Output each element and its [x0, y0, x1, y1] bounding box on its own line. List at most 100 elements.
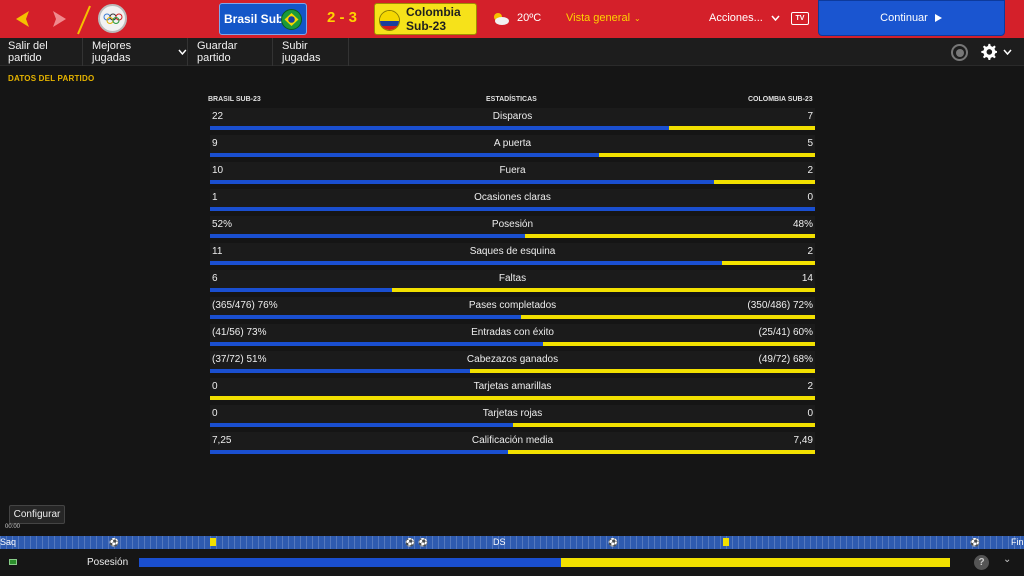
stat-away-fill — [668, 126, 815, 130]
stat-row: 22 Disparos 7 — [210, 106, 815, 133]
stat-away-fill — [524, 234, 815, 238]
tv-icon[interactable]: TV — [791, 12, 809, 25]
stat-away-value: 2 — [807, 165, 813, 176]
goal-event-icon[interactable]: ⚽ — [608, 538, 618, 547]
yellow-card-event-icon[interactable] — [723, 538, 729, 546]
save-match-label: Guardar partido — [197, 40, 238, 64]
best-plays-dropdown[interactable]: Mejores jugadas — [84, 38, 188, 66]
match-time: 00:00 — [5, 524, 21, 530]
back-arrow-icon[interactable] — [12, 9, 34, 29]
stat-comparison-bar — [210, 207, 815, 211]
stat-home-value: 9 — [212, 138, 218, 149]
stat-home-fill — [210, 288, 392, 292]
stat-away-fill — [210, 396, 815, 400]
yellow-card-event-icon[interactable] — [210, 538, 216, 546]
view-dropdown[interactable]: Vista general ⌄ — [566, 12, 641, 24]
stat-home-fill — [210, 180, 714, 184]
divider-slash-icon — [77, 5, 91, 35]
stat-label: Calificación media — [471, 435, 554, 446]
stat-away-value: (350/486) 72% — [747, 300, 813, 311]
stat-home-value: (41/56) 73% — [212, 327, 267, 338]
timeline-halftime-label: DS — [493, 537, 506, 547]
stat-away-value: 7 — [807, 111, 813, 122]
stat-row-background — [210, 243, 815, 261]
stat-away-value: 0 — [807, 192, 813, 203]
stat-home-fill — [210, 153, 599, 157]
timeline-end-label: Fin — [1011, 537, 1024, 547]
stat-away-value: 48% — [792, 219, 813, 230]
stat-row-background — [210, 162, 815, 180]
stat-away-fill — [599, 153, 815, 157]
stat-label: Entradas con éxito — [471, 327, 554, 338]
help-icon[interactable]: ? — [974, 555, 989, 570]
stat-comparison-bar — [210, 423, 815, 427]
stat-home-value: 6 — [212, 273, 218, 284]
stat-home-value: 1 — [212, 192, 218, 203]
stat-row: 1 Ocasiones claras 0 — [210, 187, 815, 214]
stat-row: 11 Saques de esquina 2 — [210, 241, 815, 268]
chevron-down-icon[interactable]: ⌄ — [1003, 554, 1012, 565]
stat-home-value: 10 — [212, 165, 224, 176]
stat-home-value: 22 — [212, 111, 224, 122]
view-dropdown-label: Vista general — [566, 12, 631, 24]
stat-away-value: 7,49 — [793, 435, 813, 446]
stats-header-title: ESTADÍSTICAS — [486, 96, 537, 103]
home-team-button[interactable]: Brasil Sub-23 — [219, 3, 307, 35]
stat-comparison-bar — [210, 450, 815, 454]
stat-label: Pases completados — [468, 300, 557, 311]
goal-event-icon[interactable]: ⚽ — [970, 538, 980, 547]
stat-home-value: 0 — [212, 408, 218, 419]
actions-dropdown[interactable]: Acciones... — [709, 12, 780, 24]
upload-plays-label: Subir jugadas — [282, 40, 321, 64]
stat-row-background — [210, 108, 815, 126]
stat-home-fill — [210, 315, 521, 319]
stat-label: Posesión — [491, 219, 534, 230]
olympic-rings-icon[interactable] — [98, 4, 127, 33]
stat-home-fill — [210, 342, 543, 346]
stat-away-fill — [512, 423, 815, 427]
stat-away-value: 5 — [807, 138, 813, 149]
chevron-down-icon — [178, 49, 187, 55]
stat-row-background — [210, 189, 815, 207]
configure-label: Configurar — [13, 509, 61, 520]
possession-label: Posesión — [87, 557, 129, 568]
timeline-ticks — [0, 536, 1024, 549]
stat-home-fill — [210, 450, 508, 454]
stat-comparison-bar — [210, 126, 815, 130]
stat-away-fill — [542, 342, 815, 346]
exit-match-button[interactable]: Salir del partido — [0, 38, 83, 66]
stat-home-fill — [210, 261, 722, 265]
match-timeline[interactable]: Saq DS Fin ⚽ ⚽ ⚽ ⚽ ⚽ — [0, 536, 1024, 549]
play-arrow-icon — [934, 14, 942, 22]
continue-button[interactable]: Continuar — [818, 0, 1005, 36]
goal-event-icon[interactable]: ⚽ — [109, 538, 119, 547]
goal-event-icon[interactable]: ⚽ — [418, 538, 428, 547]
stat-away-value: 0 — [807, 408, 813, 419]
gear-icon — [981, 43, 997, 60]
chevron-down-icon — [771, 15, 780, 21]
stat-row-background — [210, 324, 815, 342]
stat-row: (365/476) 76% Pases completados (350/486) … — [210, 295, 815, 322]
stat-comparison-bar — [210, 342, 815, 346]
record-icon[interactable] — [951, 44, 968, 61]
stat-row: 7,25 Calificación media 7,49 — [210, 430, 815, 457]
stat-row: 52% Posesión 48% — [210, 214, 815, 241]
upload-plays-button[interactable]: Subir jugadas — [274, 38, 349, 66]
stat-away-fill — [721, 261, 815, 265]
stat-row-background — [210, 432, 815, 450]
settings-dropdown[interactable] — [980, 43, 1012, 60]
stat-away-fill — [391, 288, 815, 292]
away-team-button[interactable]: Colombia Sub-23 — [374, 3, 477, 35]
goal-event-icon[interactable]: ⚽ — [405, 538, 415, 547]
save-match-button[interactable]: Guardar partido — [189, 38, 273, 66]
possession-row: Posesión ? ⌄ — [0, 550, 1024, 576]
stat-label: Tarjetas rojas — [482, 408, 543, 419]
chevron-down-icon — [1003, 49, 1012, 55]
possession-bar — [139, 558, 950, 567]
stats-header-home: BRASIL SUB-23 — [208, 96, 261, 103]
stat-label: Fuera — [499, 165, 526, 176]
pitch-icon — [9, 559, 17, 565]
forward-arrow-icon[interactable] — [48, 9, 70, 29]
stat-home-value: 52% — [212, 219, 233, 230]
configure-button[interactable]: Configurar — [9, 505, 65, 524]
